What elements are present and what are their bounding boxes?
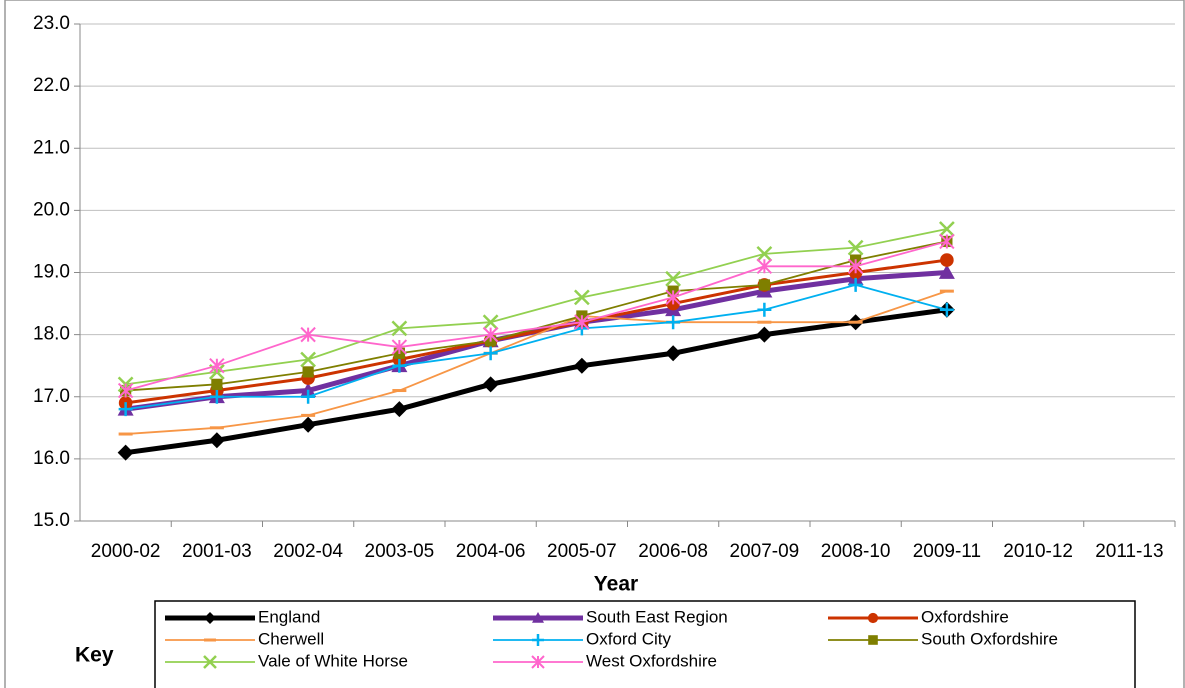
legend-label: England [258,607,320,626]
x-tick-label: 2005-07 [547,541,617,562]
marker [483,346,498,361]
y-tick-label: 22.0 [33,75,70,96]
legend-label: Cherwell [258,629,324,648]
x-tick-label: 2011-13 [1095,541,1163,562]
x-tick-label: 2003-05 [365,541,435,562]
marker [117,382,134,399]
y-tick-label: 17.0 [33,386,70,407]
marker [938,221,955,237]
marker [209,357,225,374]
x-tick-label: 2002-04 [273,541,343,562]
marker [573,357,590,374]
marker [939,233,955,250]
marker [391,320,408,337]
series-line [125,228,948,386]
marker [573,289,590,306]
marker [940,253,954,267]
marker [301,389,316,404]
x-axis-title: Year [594,573,638,596]
marker [482,314,499,331]
x-tick-label: 2004-06 [456,541,526,562]
marker [867,612,879,624]
marker [938,264,955,279]
marker [847,239,864,256]
y-tick-label: 21.0 [33,137,70,158]
legend-label: Oxford City [586,629,672,648]
marker [532,612,544,623]
marker [847,258,864,274]
marker [758,279,770,291]
marker [756,326,773,343]
series-line [125,307,948,456]
marker [208,432,225,449]
marker [757,302,772,317]
x-tick-label: 2006-08 [638,541,708,562]
marker [666,315,681,330]
legend-label: South Oxfordshire [921,629,1058,648]
y-tick-label: 18.0 [33,324,70,345]
y-tick-label: 23.0 [33,13,70,34]
legend-box [154,600,1136,688]
legend-label: South East Region [586,607,728,626]
marker [868,635,878,645]
marker [665,345,682,362]
marker [531,655,545,669]
x-tick-label: 2007-09 [730,541,800,562]
x-tick-label: 2009-11 [913,541,981,562]
marker [211,378,223,390]
marker [118,402,133,417]
marker [300,382,317,397]
legend-label: Vale of White Horse [258,651,408,670]
marker [756,258,773,274]
chart-frame [4,0,1185,688]
marker [392,358,407,373]
marker [756,245,773,262]
marker [203,655,217,669]
marker [302,366,314,378]
y-tick-label: 16.0 [33,448,70,469]
marker [204,612,216,624]
y-tick-label: 20.0 [33,199,70,220]
marker [300,351,317,368]
marker [574,314,590,330]
marker [209,389,224,404]
marker [665,289,681,306]
marker [300,326,316,343]
legend-label: Oxfordshire [921,607,1009,626]
marker [532,634,544,646]
x-tick-label: 2000-02 [91,541,161,562]
marker [300,416,317,433]
series-line [125,284,948,411]
marker [482,326,499,343]
series-line [125,258,948,405]
y-tick-label: 15.0 [33,510,70,531]
marker [665,270,682,287]
marker [482,376,499,393]
marker [848,277,863,292]
x-tick-label: 2008-10 [821,541,891,562]
marker [391,401,408,418]
series-line [125,240,948,392]
y-tick-label: 19.0 [33,262,70,283]
x-tick-label: 2001-03 [182,541,252,562]
marker [391,339,408,355]
legend-label: West Oxfordshire [586,651,717,670]
x-tick-label: 2010-12 [1003,541,1073,562]
legend-title: Key [75,644,114,667]
series-line [125,290,948,435]
marker [117,444,134,461]
marker [939,302,954,317]
